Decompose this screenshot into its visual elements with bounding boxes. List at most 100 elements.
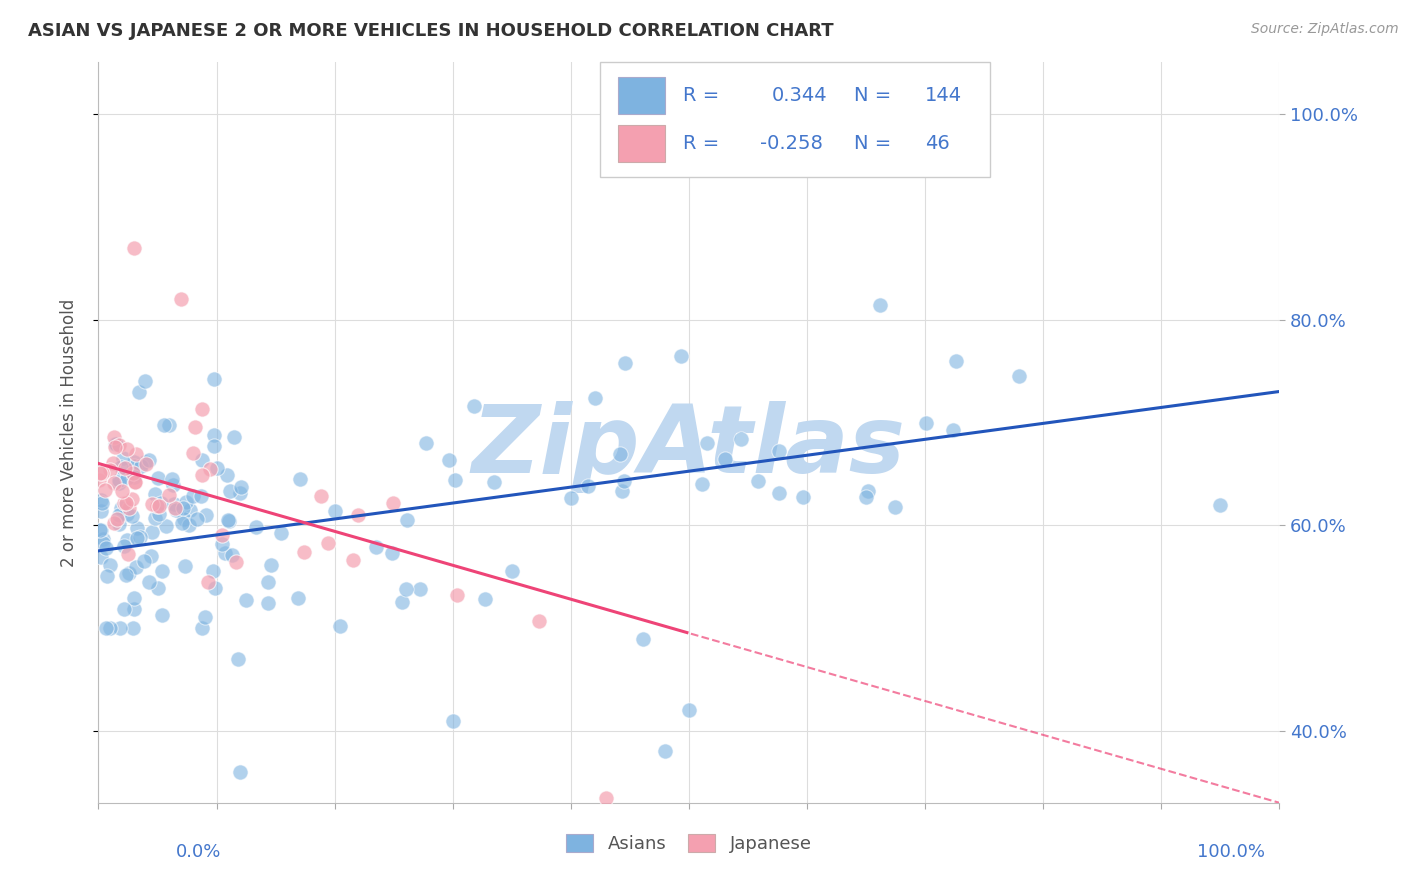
Point bbox=[226, 652, 249, 666]
Point bbox=[446, 589, 468, 603]
Point bbox=[117, 566, 139, 580]
Point bbox=[245, 520, 267, 534]
Point bbox=[148, 499, 170, 513]
Point bbox=[155, 519, 177, 533]
Point bbox=[103, 516, 125, 530]
Point bbox=[484, 475, 506, 489]
Point bbox=[108, 438, 131, 452]
Point bbox=[215, 467, 238, 482]
Text: N =: N = bbox=[855, 87, 891, 105]
Point bbox=[190, 489, 212, 503]
Point bbox=[128, 385, 150, 400]
Point bbox=[224, 430, 246, 444]
Point bbox=[202, 372, 225, 386]
Text: -0.258: -0.258 bbox=[759, 135, 823, 153]
Point bbox=[125, 531, 148, 545]
Point bbox=[1008, 368, 1031, 383]
Point bbox=[747, 474, 769, 488]
Point bbox=[122, 240, 145, 255]
Point bbox=[104, 437, 127, 451]
Point bbox=[437, 453, 460, 467]
Point bbox=[942, 423, 965, 437]
Point bbox=[287, 591, 309, 605]
Point bbox=[163, 497, 186, 511]
Point bbox=[122, 455, 145, 469]
Point bbox=[191, 621, 214, 635]
Point bbox=[122, 466, 145, 480]
Point bbox=[108, 475, 131, 490]
Point bbox=[139, 549, 162, 564]
Point bbox=[157, 418, 180, 433]
Point bbox=[152, 608, 174, 623]
Point bbox=[115, 507, 138, 521]
Point bbox=[138, 453, 160, 467]
Point bbox=[146, 581, 169, 595]
Point bbox=[141, 497, 163, 511]
Point bbox=[202, 439, 225, 453]
Point bbox=[342, 553, 364, 567]
Point bbox=[225, 555, 247, 569]
Point bbox=[576, 479, 599, 493]
Point bbox=[114, 461, 136, 475]
Point bbox=[179, 502, 201, 516]
Point bbox=[115, 471, 138, 485]
Point bbox=[98, 558, 121, 572]
Point bbox=[257, 596, 280, 610]
Point bbox=[108, 621, 131, 635]
Point bbox=[207, 461, 229, 475]
Text: R =: R = bbox=[683, 135, 720, 153]
Point bbox=[654, 744, 676, 758]
Point bbox=[347, 508, 370, 522]
Point bbox=[409, 582, 432, 596]
Point bbox=[111, 483, 134, 498]
Point bbox=[118, 501, 141, 516]
Point bbox=[669, 349, 692, 363]
Point bbox=[124, 470, 146, 484]
Point bbox=[160, 472, 183, 486]
Point bbox=[211, 537, 233, 551]
Point bbox=[125, 560, 148, 574]
Point bbox=[98, 463, 121, 477]
Point bbox=[311, 489, 333, 503]
Point bbox=[229, 764, 252, 779]
Point bbox=[183, 420, 205, 434]
Point bbox=[474, 591, 496, 606]
Point bbox=[125, 521, 148, 535]
Point bbox=[595, 790, 617, 805]
Point bbox=[855, 490, 877, 504]
Point bbox=[94, 541, 117, 556]
Point bbox=[583, 391, 606, 405]
Point bbox=[217, 513, 239, 527]
Point bbox=[690, 477, 713, 491]
Point bbox=[325, 504, 347, 518]
Point bbox=[186, 512, 208, 526]
Point bbox=[190, 468, 212, 483]
Point bbox=[108, 508, 131, 523]
Point bbox=[90, 493, 112, 508]
Point bbox=[218, 514, 240, 528]
Point bbox=[174, 494, 197, 508]
Text: 46: 46 bbox=[925, 135, 950, 153]
Point bbox=[122, 621, 145, 635]
Point bbox=[134, 374, 156, 388]
Point bbox=[129, 459, 152, 474]
Point bbox=[115, 496, 138, 510]
Point bbox=[107, 473, 129, 487]
Point bbox=[197, 574, 219, 589]
Point bbox=[381, 546, 404, 560]
Point bbox=[111, 450, 134, 465]
Point bbox=[90, 504, 112, 518]
Point bbox=[165, 503, 187, 517]
Point bbox=[146, 471, 169, 485]
Point bbox=[914, 416, 936, 430]
Point bbox=[395, 582, 418, 596]
Point bbox=[395, 513, 418, 527]
Point bbox=[108, 517, 131, 532]
Point bbox=[115, 567, 138, 582]
Point bbox=[146, 499, 169, 513]
Point bbox=[121, 509, 143, 524]
Point bbox=[90, 549, 112, 564]
Point bbox=[162, 477, 184, 491]
Text: Source: ZipAtlas.com: Source: ZipAtlas.com bbox=[1251, 22, 1399, 37]
Point bbox=[157, 487, 180, 501]
